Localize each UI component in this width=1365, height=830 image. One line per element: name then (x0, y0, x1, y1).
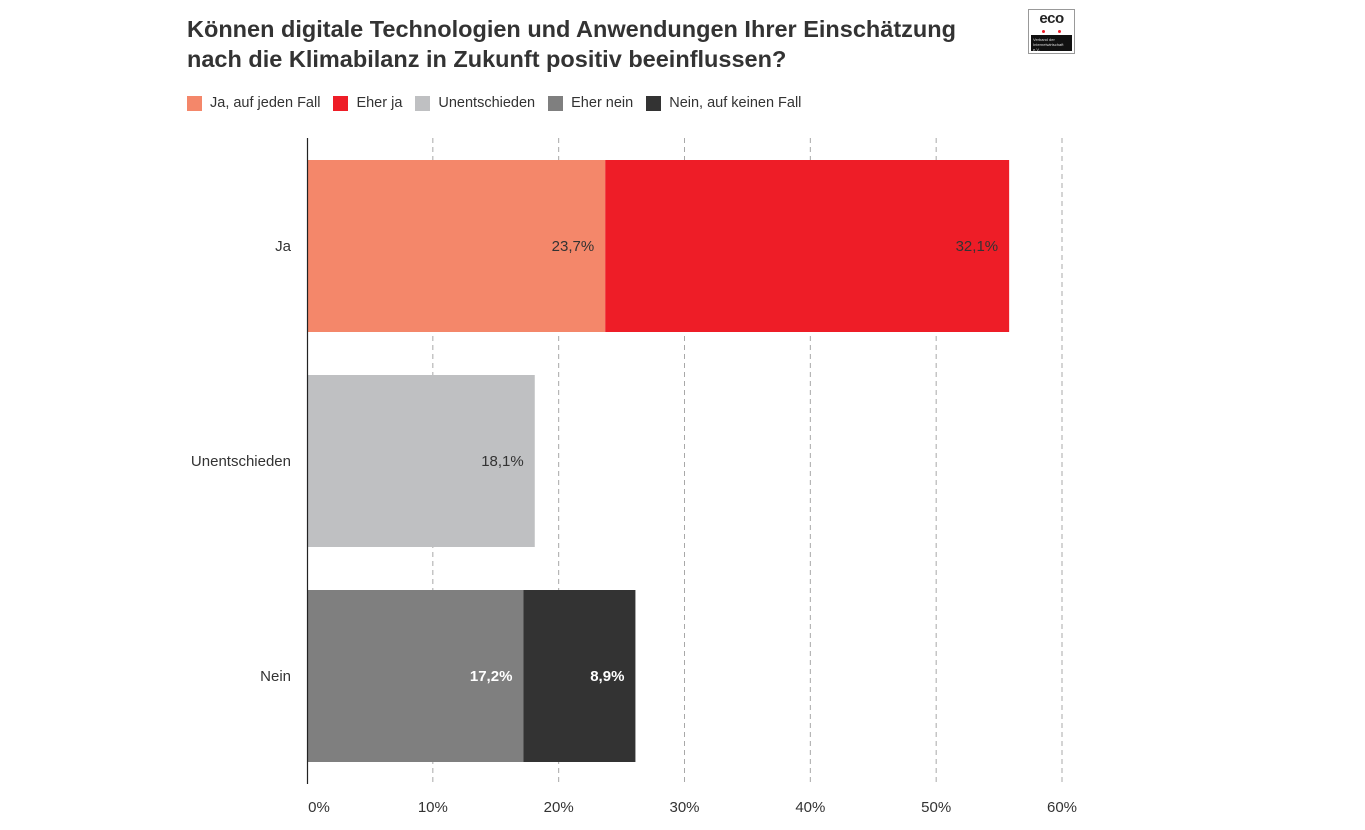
legend-item: Nein, auf keinen Fall (646, 95, 801, 111)
x-tick-label: 0% (308, 799, 330, 816)
legend-item: Eher ja (333, 95, 402, 111)
legend-item: Eher nein (548, 95, 633, 111)
chart-title: Können digitale Technologien und Anwendu… (187, 16, 956, 72)
legend-label: Unentschieden (438, 95, 536, 111)
category-label: Ja (275, 238, 292, 255)
category-label: Nein (260, 668, 291, 685)
logo-tagline: Verband der Internetwirtschaft e.V. (1031, 35, 1072, 52)
logo-wordmark: eco (1039, 10, 1064, 27)
legend-swatch (548, 95, 564, 111)
bar (307, 160, 606, 332)
data-label: 32,1% (956, 238, 999, 255)
x-tick-label: 60% (1047, 799, 1077, 816)
eco-logo: eco Verband der Internetwirtschaft e.V. (1028, 9, 1075, 54)
bar (605, 160, 1010, 332)
x-tick-label: 40% (795, 799, 825, 816)
x-tick-label: 20% (544, 799, 574, 816)
legend-item: Ja, auf jeden Fall (187, 95, 320, 111)
data-label: 18,1% (481, 453, 524, 470)
legend-swatch (646, 95, 662, 111)
legend-item: Unentschieden (415, 95, 535, 111)
legend: Ja, auf jeden Fall Eher ja Unentschieden Eh… (187, 93, 814, 113)
logo-dot (1058, 30, 1061, 33)
category-label: Unentschieden (191, 453, 291, 470)
data-label: 17,2% (470, 668, 513, 685)
logo-dot (1042, 30, 1045, 33)
legend-swatch (187, 95, 202, 111)
bar (307, 375, 535, 547)
legend-swatch (333, 95, 349, 111)
x-tick-label: 30% (669, 799, 699, 816)
legend-swatch (415, 95, 431, 111)
bar (307, 590, 524, 762)
legend-label: Eher nein (571, 95, 634, 111)
legend-label: Ja, auf jeden Fall (210, 95, 321, 111)
logo-dot (1050, 30, 1053, 33)
logo-dots (1042, 30, 1062, 34)
data-label: 23,7% (552, 238, 595, 255)
bar (523, 590, 636, 762)
legend-label: Eher ja (356, 95, 403, 111)
x-tick-label: 50% (921, 799, 951, 816)
x-tick-label: 10% (418, 799, 448, 816)
legend-label: Nein, auf keinen Fall (669, 95, 802, 111)
data-label: 8,9% (590, 668, 624, 685)
